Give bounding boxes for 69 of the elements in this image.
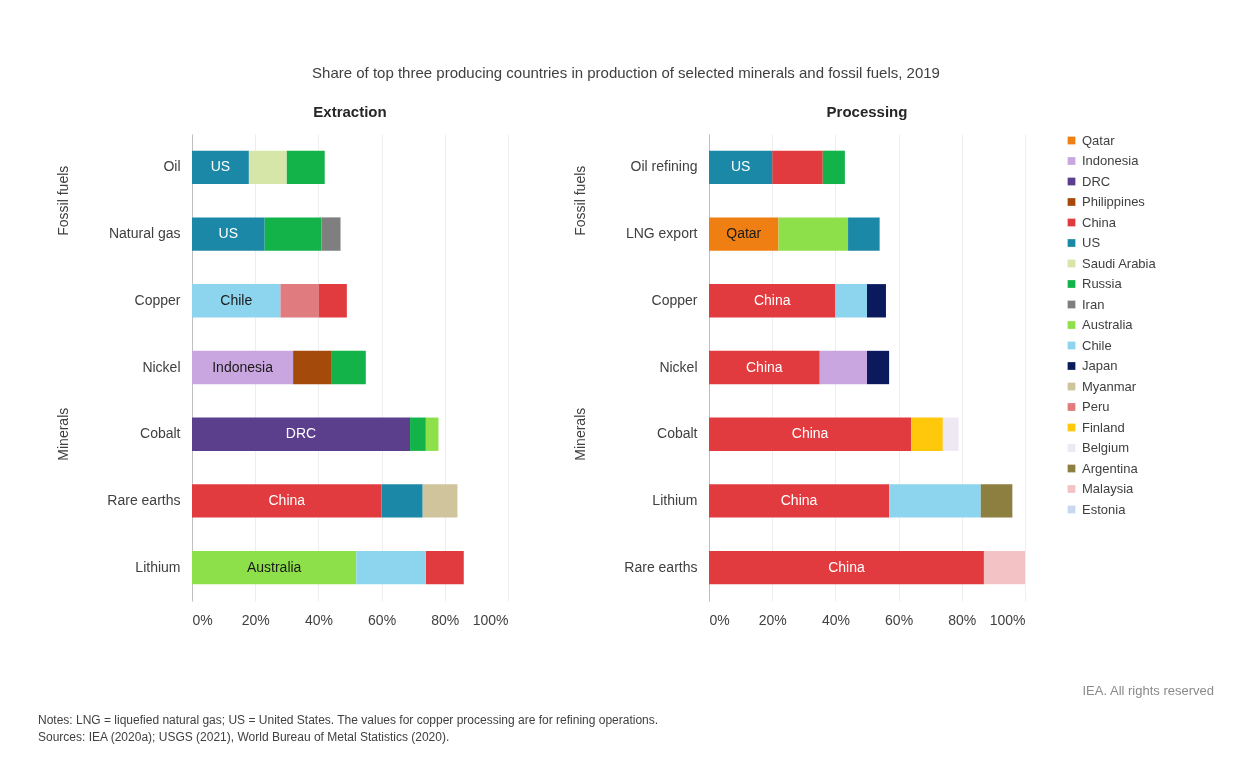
x-tick-label: 40% — [821, 611, 850, 628]
text: IEA. All rights reserved — [1082, 683, 1214, 698]
x-tick-label: 80% — [948, 611, 977, 628]
legend-label: Malaysia — [1082, 481, 1135, 496]
data-label: US — [210, 158, 231, 175]
x-tick-label: 60% — [885, 611, 914, 628]
legend-label: China — [1082, 214, 1117, 230]
legend-label: Estonia — [1082, 501, 1127, 517]
text: Minerals — [572, 407, 588, 461]
data-label: China — [753, 291, 791, 308]
data-label: Indonesia — [212, 358, 274, 375]
text: Notes: LNG = liquefied natural gas; US = United States. The values for copper processing are for refining operations. — [38, 712, 659, 729]
chart-title: Extraction — [313, 103, 387, 120]
text: Fossil fuels — [572, 165, 588, 236]
legend-label: Argentina — [1082, 460, 1139, 476]
legend-label: Indonesia — [1082, 153, 1140, 168]
legend-label: Philippines — [1082, 194, 1146, 209]
x-tick-label: 0% — [192, 611, 213, 628]
legend-label: Russia — [1082, 276, 1123, 291]
y-tick-label: Nickel — [142, 358, 181, 375]
data-label: DRC — [285, 425, 317, 442]
legend-label: Australia — [1082, 317, 1134, 332]
legend-label: Qatar — [1082, 132, 1116, 148]
y-tick-label: Cobalt — [140, 425, 181, 442]
data-label: China — [780, 491, 818, 508]
y-tick-label: Nickel — [659, 358, 698, 375]
x-tick-label: 0% — [709, 611, 730, 628]
legend-label: US — [1082, 235, 1101, 250]
y-tick-label: Natural gas — [108, 225, 181, 242]
text: Fossil fuels — [55, 165, 71, 236]
data-label: US — [218, 225, 239, 242]
y-tick-label: Lithium — [135, 558, 181, 575]
chart-title: Processing — [826, 103, 908, 120]
y-tick-label: Oil refining — [630, 158, 698, 175]
data-label: Chile — [220, 291, 253, 308]
x-tick-label: 100% — [989, 611, 1026, 628]
data-label: China — [746, 358, 783, 375]
x-tick-label: 80% — [431, 611, 460, 628]
data-label: US — [730, 158, 751, 175]
legend-label: Iran — [1082, 296, 1105, 312]
x-tick-label: 20% — [758, 611, 787, 628]
x-tick-label: 60% — [368, 611, 397, 628]
y-tick-label: LNG export — [625, 225, 698, 242]
y-tick-label: Copper — [134, 291, 181, 308]
legend-label: Peru — [1082, 399, 1110, 414]
data-label: China — [268, 491, 306, 508]
x-tick-label: 100% — [472, 611, 509, 628]
data-label: Qatar — [726, 225, 762, 242]
data-label: Australia — [246, 558, 302, 575]
y-tick-label: Copper — [651, 291, 698, 308]
x-tick-label: 40% — [304, 611, 333, 628]
legend-label: Belgium — [1082, 440, 1129, 455]
legend-label: Saudi Arabia — [1082, 255, 1157, 271]
y-tick-label: Cobalt — [657, 425, 698, 442]
legend-label: DRC — [1082, 173, 1111, 189]
text: Minerals — [55, 407, 71, 461]
y-tick-label: Rare earths — [107, 491, 181, 508]
source-note: Sources: IEA (2020a); USGS (2021), World Bureau of Metal Statistics (2020). — [38, 729, 451, 746]
y-tick-label: Rare earths — [624, 558, 698, 575]
text: Share of top three producing countries in production of selected minerals and fossil fuels, 2019 — [311, 64, 941, 81]
legend-label: Myanmar — [1082, 378, 1137, 394]
data-label: China — [828, 558, 865, 575]
legend-label: Chile — [1082, 337, 1112, 353]
data-label: China — [791, 425, 829, 442]
legend-label: Japan — [1082, 358, 1118, 373]
legend-label: Finland — [1082, 419, 1125, 435]
y-tick-label: Lithium — [652, 491, 698, 508]
x-tick-label: 20% — [241, 611, 270, 628]
y-tick-label: Oil — [163, 158, 181, 175]
